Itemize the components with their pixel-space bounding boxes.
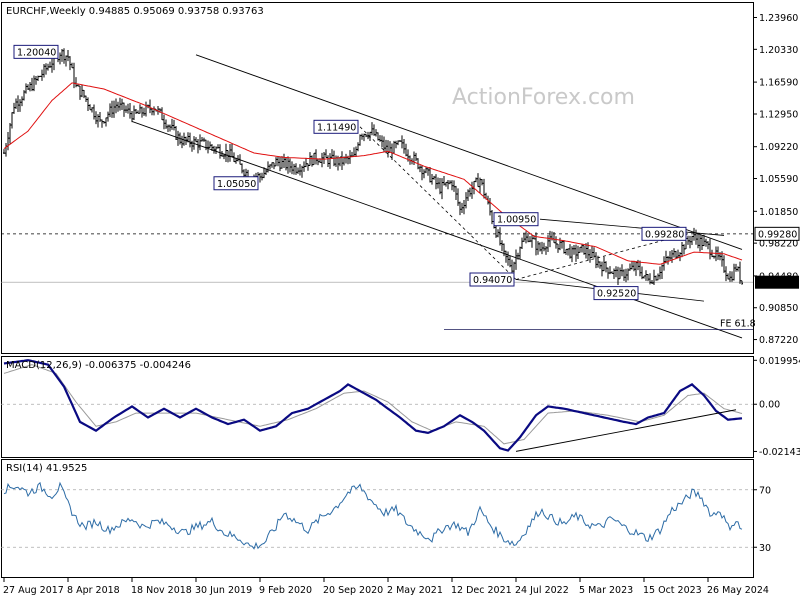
- annotation-text: 0.92520: [597, 289, 636, 300]
- x-tick-label: 9 Feb 2020: [259, 585, 312, 596]
- macd-tick-label: -0.021434: [759, 447, 800, 458]
- annotation-label: 1.20040: [13, 44, 59, 59]
- macd-signal-line: [3, 364, 743, 445]
- resistance-price-label: 0.99280: [754, 226, 800, 241]
- macd-tick-label: 0.019954: [759, 356, 800, 367]
- annotation-box: [493, 212, 539, 227]
- current-price-text: 0.93763: [758, 278, 797, 289]
- x-tick-label: 15 Oct 2023: [643, 585, 702, 596]
- annotation-label: 0.94070: [469, 272, 515, 287]
- annotation-text: 0.99280: [645, 229, 684, 240]
- triangle-top-line: [539, 218, 725, 236]
- price-tick-label: 1.23960: [759, 13, 798, 24]
- annotation-text: 0.94070: [473, 275, 512, 286]
- annotation-label: 0.99280: [641, 226, 687, 241]
- annotation-box: [469, 272, 515, 287]
- macd-trendline: [515, 409, 737, 452]
- rsi-tick-label: 70: [759, 485, 771, 496]
- x-tick-label: 8 Apr 2018: [67, 585, 120, 596]
- price-tick-label: 0.90850: [759, 303, 798, 314]
- rsi-panel: [1, 481, 753, 550]
- annotation-text: 1.11490: [317, 122, 356, 133]
- price-tick-label: 1.16590: [759, 78, 798, 89]
- channel-upper-line: [195, 54, 743, 250]
- macd-panel: [1, 359, 753, 452]
- price-tick-label: 1.20330: [759, 45, 798, 56]
- annotation-text: 1.05050: [217, 179, 256, 190]
- rsi-tick-label: 30: [759, 543, 771, 554]
- x-tick-label: 2 May 2021: [387, 585, 443, 596]
- x-tick-label: 20 Sep 2020: [323, 585, 383, 596]
- resistance-price-text: 0.99280: [758, 229, 797, 240]
- axes: 1.23960 1.20330 1.16590 1.12950 1.09220 1.055…: [3, 13, 800, 596]
- annotation-label: 1.05050: [213, 176, 259, 191]
- price-tick-label: 1.05590: [759, 174, 798, 185]
- annotation-label: 1.11490: [313, 119, 359, 134]
- price-panel-frame: [1, 2, 754, 354]
- price-panel: FE 61.8 1.20040 1.11490 1.05050 1.00950 0.992…: [1, 44, 756, 339]
- annotation-label: 0.92520: [593, 286, 639, 301]
- price-title: EURCHF,Weekly 0.94885 0.95069 0.93758 0.…: [6, 6, 264, 17]
- current-price-box: [755, 275, 799, 289]
- annotation-box: [641, 226, 687, 241]
- x-tick-label: 12 Dec 2021: [451, 585, 512, 596]
- x-tick-label: 5 Mar 2023: [579, 585, 633, 596]
- macd-panel-frame: [1, 356, 754, 458]
- price-tick-label: 0.98220: [759, 239, 798, 250]
- diagonal-a-line: [359, 126, 517, 280]
- rsi-line: [3, 481, 743, 550]
- price-tick-label: 1.12950: [759, 110, 798, 121]
- macd-line: [3, 359, 743, 452]
- annotation-box: [313, 119, 359, 134]
- price-tick-label: 0.87220: [759, 335, 798, 346]
- price-tick-label: 1.01850: [759, 207, 798, 218]
- x-tick-label: 26 May 2024: [707, 585, 769, 596]
- resistance-price-box: [754, 226, 800, 241]
- price-tick-label: 1.09220: [759, 142, 798, 153]
- current-price-label: 0.93763: [755, 275, 799, 289]
- rsi-title: RSI(14) 41.9525: [6, 463, 87, 474]
- annotation-text: 1.20040: [17, 47, 56, 58]
- x-tick-label: 27 Aug 2017: [3, 585, 64, 596]
- annotation-label: 1.00950: [493, 212, 539, 227]
- annotation-box: [13, 44, 59, 59]
- annotation-box: [213, 176, 259, 191]
- x-tick-label: 30 Jun 2019: [195, 585, 252, 596]
- watermark: ActionForex.com: [452, 85, 635, 110]
- moving-average-line: [3, 82, 743, 265]
- fe-label: FE 61.8: [720, 319, 756, 330]
- macd-title: MACD(12,26,9) -0.006375 -0.004246: [6, 360, 191, 371]
- x-tick-label: 24 Jul 2022: [515, 585, 569, 596]
- macd-tick-label: 0.00: [759, 400, 780, 411]
- rsi-panel-frame: [1, 459, 754, 578]
- x-tick-label: 18 Nov 2018: [131, 585, 192, 596]
- annotation-box: [593, 286, 639, 301]
- annotation-text: 1.00950: [497, 215, 536, 226]
